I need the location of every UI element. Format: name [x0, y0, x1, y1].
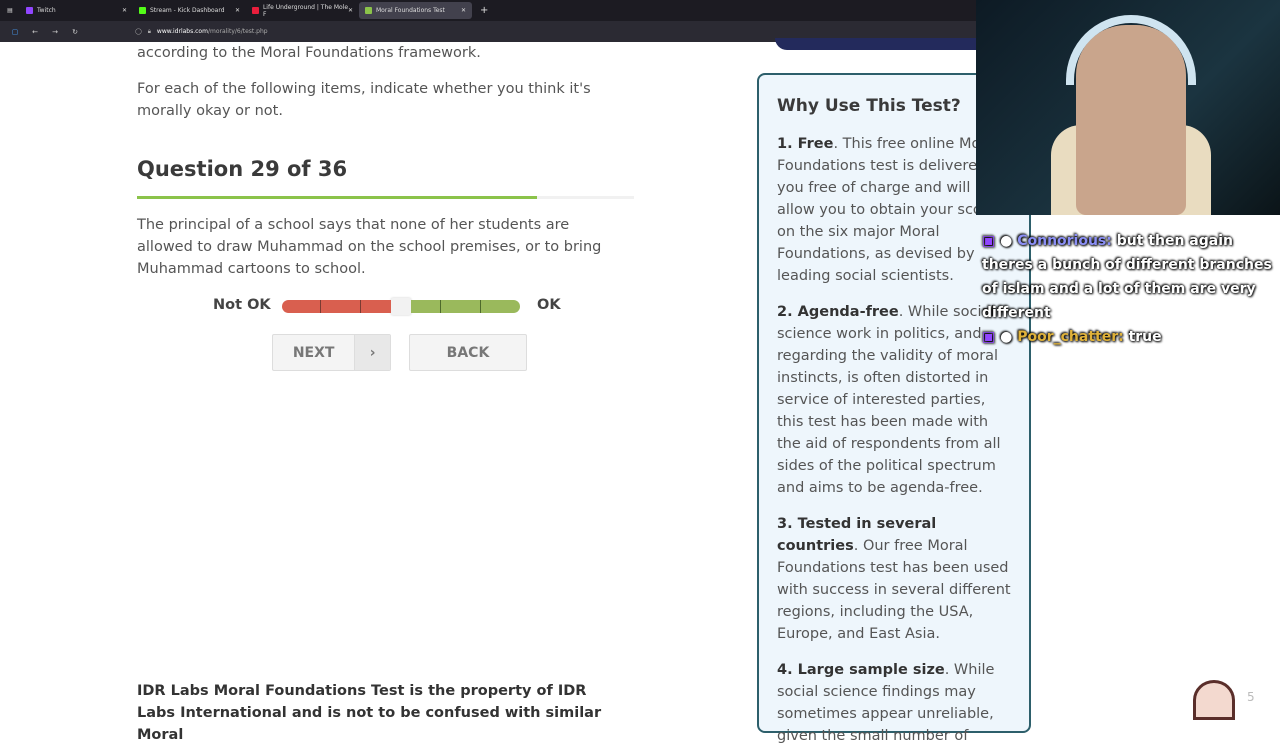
- reason-text: . While social science work in politics,…: [777, 304, 1001, 496]
- slider-tick: [360, 300, 361, 313]
- slider-handle[interactable]: [391, 298, 411, 315]
- webcam-headphones: [1066, 15, 1196, 85]
- reload-icon[interactable]: ↻: [72, 27, 78, 36]
- kick-favicon-icon: [139, 7, 146, 14]
- url-path: /morality/6/test.php: [207, 28, 268, 35]
- intro: according to the Moral Foundations frame…: [137, 42, 637, 136]
- tab-label: Life Underground | The Mole F: [262, 3, 349, 18]
- twitch-icon: ▣: [982, 329, 996, 345]
- close-icon[interactable]: ✕: [347, 7, 353, 14]
- reason-heading: 4. Large sample size: [777, 662, 945, 678]
- twitch-icon: ▣: [982, 233, 996, 249]
- tab-label: Moral Foundations Test: [376, 7, 445, 14]
- shield-icon: ◯: [135, 28, 142, 35]
- reason-item: 2. Agenda-free. While social science wor…: [777, 301, 1011, 499]
- webcam-overlay: [976, 0, 1280, 215]
- chat-message: ▣ ● Poor_chatter: true: [982, 325, 1277, 349]
- avatar: [1193, 680, 1235, 720]
- youtube-favicon-icon: [252, 7, 259, 14]
- reason-item: 1. Free. This free online Moral Foundati…: [777, 133, 1011, 287]
- badge-icon: ●: [1000, 233, 1013, 249]
- nav-bar: ▢ ← → ↻ ◯ 🔒︎ www.idrlabs.com/morality/6/te…: [0, 21, 1280, 42]
- close-icon[interactable]: ✕: [234, 7, 240, 14]
- back-icon[interactable]: ←: [32, 27, 38, 36]
- chat-text: true: [1123, 329, 1162, 345]
- reason-heading: 2. Agenda-free: [777, 304, 899, 320]
- footer-notice: IDR Labs Moral Foundations Test is the p…: [137, 683, 602, 743]
- chat-text: but then again theres a bunch of differe…: [982, 233, 1272, 321]
- next-label: NEXT: [292, 344, 335, 361]
- tab-bar: ▤ Twitch ✕ Stream - Kick Dashboard ✕ Life …: [0, 0, 1280, 21]
- chat-username: Connorious:: [1017, 233, 1112, 249]
- progress-bar: [137, 196, 634, 199]
- url-domain: www.idrlabs.com: [156, 28, 208, 35]
- progress-fill: [137, 196, 538, 199]
- back-label: BACK: [446, 344, 490, 361]
- twitch-favicon-icon: [26, 7, 33, 14]
- forward-icon[interactable]: →: [52, 27, 58, 36]
- intro-paragraph-1: according to the Moral Foundations frame…: [137, 45, 481, 61]
- ok-label: OK: [537, 297, 561, 313]
- chevron-right-icon: ›: [354, 335, 390, 370]
- tab-kick[interactable]: Stream - Kick Dashboard ✕: [133, 2, 246, 19]
- chat-overlay: ▣ ● Connorious: but then again theres a …: [982, 229, 1277, 349]
- close-icon[interactable]: ✕: [121, 7, 127, 14]
- tab-twitch[interactable]: Twitch ✕: [20, 2, 133, 19]
- chat-message: ▣ ● Connorious: but then again theres a …: [982, 229, 1277, 325]
- reason-item: 4. Large sample size. While social scien…: [777, 659, 1011, 747]
- badge-icon: ●: [1000, 329, 1013, 345]
- url-text: www.idrlabs.com/morality/6/test.php: [157, 28, 268, 35]
- back-button[interactable]: BACK: [409, 334, 527, 371]
- new-tab-icon[interactable]: +: [480, 5, 489, 16]
- slider-not-ok-segment[interactable]: [282, 300, 391, 313]
- tab-youtube[interactable]: Life Underground | The Mole F ✕: [246, 2, 359, 19]
- answer-slider[interactable]: [282, 298, 520, 315]
- sidebar-icon[interactable]: ▢: [11, 27, 19, 36]
- reason-heading: 1. Free: [777, 136, 834, 152]
- slider-tick: [440, 300, 441, 313]
- tab-moral-foundations[interactable]: Moral Foundations Test ✕: [359, 2, 472, 19]
- question-title: Question 29 of 36: [137, 157, 348, 181]
- slider-tick: [320, 300, 321, 313]
- lock-icon: 🔒︎: [147, 27, 151, 35]
- idrlabs-favicon-icon: [365, 7, 372, 14]
- not-ok-label: Not OK: [213, 297, 271, 313]
- chat-username: Poor_chatter:: [1017, 329, 1124, 345]
- tab-label: Twitch: [37, 7, 56, 14]
- reason-heading: 3. Tested in several countries: [777, 516, 937, 554]
- close-icon[interactable]: ✕: [460, 7, 466, 14]
- reason-text: . Our free Moral Foundations test has be…: [777, 538, 1011, 642]
- tab-label: Stream - Kick Dashboard: [150, 7, 225, 14]
- intro-paragraph-2: For each of the following items, indicat…: [137, 81, 591, 119]
- banner-edge: [775, 38, 985, 50]
- tab-list-icon[interactable]: ▤: [7, 7, 13, 14]
- url-bar[interactable]: ◯ 🔒︎ www.idrlabs.com/morality/6/test.php: [135, 28, 268, 36]
- slider-ok-segment[interactable]: [411, 300, 520, 313]
- panel-title: Why Use This Test?: [777, 96, 961, 116]
- question-text: The principal of a school says that none…: [137, 217, 602, 277]
- reason-text: . This free online Moral Foundations tes…: [777, 136, 1006, 284]
- next-button[interactable]: NEXT ›: [272, 334, 391, 371]
- slider-tick: [480, 300, 481, 313]
- overlay-number: 5: [1247, 690, 1255, 704]
- reason-item: 3. Tested in several countries. Our free…: [777, 513, 1011, 645]
